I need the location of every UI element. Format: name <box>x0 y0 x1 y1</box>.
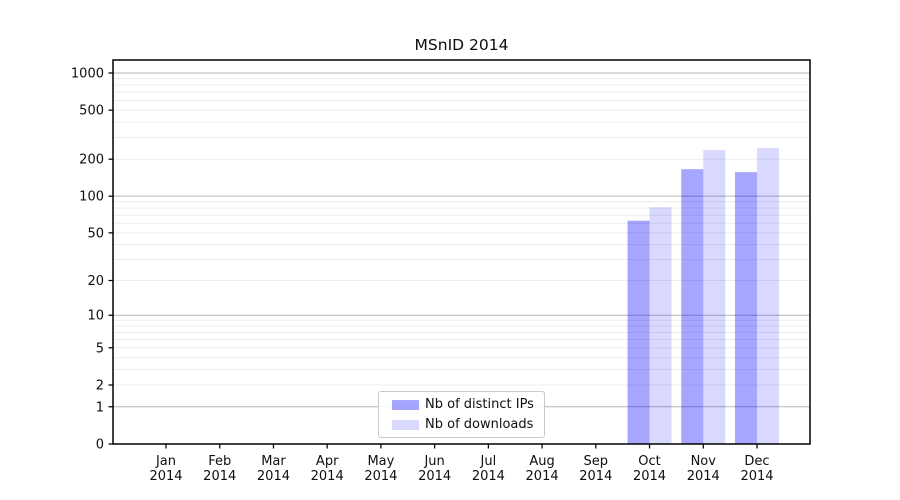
x-tick-label-year: 2014 <box>633 469 666 484</box>
bar-oct-distinct-ips <box>627 220 650 444</box>
x-tick-label-month: Oct <box>638 454 660 469</box>
chart-title: MSnID 2014 <box>414 36 509 54</box>
bar-nov-downloads <box>703 150 726 444</box>
y-tick-label: 2 <box>96 379 104 394</box>
x-tick-label-month: May <box>367 454 394 469</box>
x-tick-label-year: 2014 <box>418 469 451 484</box>
x-tick-label-year: 2014 <box>149 469 182 484</box>
x-tick-label-year: 2014 <box>579 469 612 484</box>
x-tick-label-month: Feb <box>208 454 231 469</box>
y-tick-label: 200 <box>79 153 104 168</box>
y-tick-label: 500 <box>79 104 104 119</box>
bar-dec-distinct-ips <box>735 172 757 444</box>
y-tick-label: 100 <box>79 190 104 205</box>
x-tick-label-year: 2014 <box>311 469 344 484</box>
legend: Nb of distinct IPs Nb of downloads <box>378 391 545 438</box>
legend-swatch-distinct-ips <box>392 399 419 410</box>
x-tick-label-month: Mar <box>261 454 286 469</box>
plot-border <box>112 59 811 445</box>
x-tick-label-month: Dec <box>744 454 769 469</box>
x-tick-label-year: 2014 <box>364 469 397 484</box>
x-tick-label-year: 2014 <box>740 469 773 484</box>
x-tick-label-year: 2014 <box>472 469 505 484</box>
legend-item-distinct-ips: Nb of distinct IPs <box>392 397 544 412</box>
bar-dec-downloads <box>757 148 779 445</box>
y-tick-label: 5 <box>96 341 104 356</box>
x-tick-label-month: Apr <box>316 454 339 469</box>
legend-item-downloads: Nb of downloads <box>392 417 544 432</box>
x-tick-label-month: Jun <box>423 454 444 469</box>
x-tick-label-month: Sep <box>584 454 609 469</box>
y-tick-label: 10 <box>87 309 104 324</box>
x-tick-label-year: 2014 <box>257 469 290 484</box>
legend-swatch-downloads <box>392 419 419 430</box>
x-tick-label-year: 2014 <box>687 469 720 484</box>
bar-oct-downloads <box>649 207 672 444</box>
x-tick-label-month: Jul <box>480 454 497 469</box>
x-tick-label-year: 2014 <box>203 469 236 484</box>
y-tick-label: 20 <box>87 274 104 289</box>
y-tick-label: 1 <box>96 400 104 415</box>
legend-label-distinct-ips: Nb of distinct IPs <box>425 397 534 412</box>
x-tick-label-month: Aug <box>529 454 554 469</box>
legend-label-downloads: Nb of downloads <box>425 417 534 432</box>
y-tick-label: 50 <box>87 226 104 241</box>
y-tick-label: 0 <box>96 438 104 453</box>
bar-nov-distinct-ips <box>681 169 704 444</box>
x-tick-label-month: Nov <box>691 454 717 469</box>
y-tick-label: 1000 <box>71 66 104 81</box>
x-tick-label-year: 2014 <box>526 469 559 484</box>
x-tick-label-month: Jan <box>155 454 176 469</box>
